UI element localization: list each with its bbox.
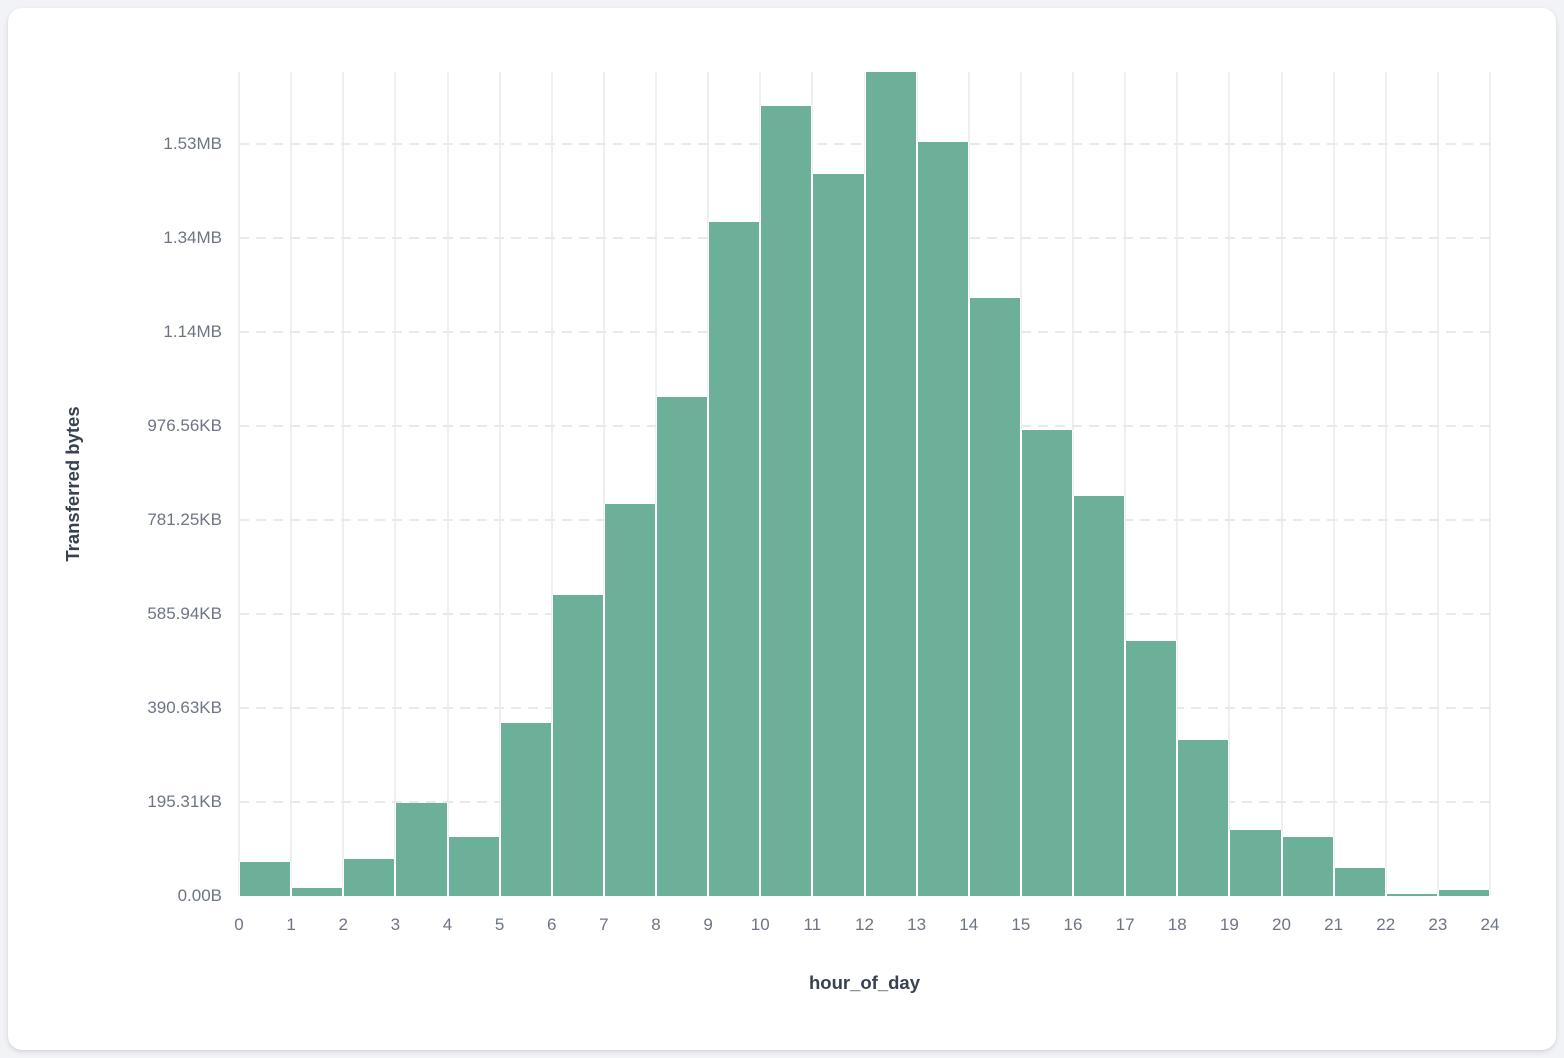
x-tick-label: 23 xyxy=(1428,915,1448,934)
gridline-vertical xyxy=(290,72,293,896)
bar-hour-16[interactable] xyxy=(1073,496,1126,896)
y-tick-label: 1.34MB xyxy=(163,227,222,247)
x-tick-label: 21 xyxy=(1324,915,1344,934)
x-tick-label: 14 xyxy=(959,915,979,934)
y-tick-label: 0.00B xyxy=(177,886,222,905)
bar-hour-5[interactable] xyxy=(499,723,552,896)
bar-hour-2[interactable] xyxy=(343,859,396,896)
x-axis-title: hour_of_day xyxy=(808,972,921,993)
gridline-vertical xyxy=(1280,72,1283,896)
y-tick-label: 976.56KB xyxy=(147,415,222,435)
bar-hour-14[interactable] xyxy=(968,298,1021,896)
gridline-vertical xyxy=(1384,72,1387,896)
bar-hour-18[interactable] xyxy=(1177,740,1230,896)
x-tick-label: 0 xyxy=(234,915,244,934)
x-tick-label: 24 xyxy=(1480,915,1500,934)
x-tick-label: 12 xyxy=(855,915,874,934)
y-tick-label: 781.25KB xyxy=(147,509,222,529)
bar-hour-0[interactable] xyxy=(239,862,292,896)
x-tick-label: 13 xyxy=(907,915,927,934)
y-tick-label: 195.31KB xyxy=(147,792,222,811)
x-tick-label: 2 xyxy=(338,915,348,934)
bar-hour-11[interactable] xyxy=(812,174,865,896)
x-tick-label: 4 xyxy=(442,915,453,934)
x-tick-label: 17 xyxy=(1115,915,1135,934)
gridline-vertical xyxy=(238,72,240,896)
y-tick-label: 1.53MB xyxy=(163,133,222,153)
bar-hour-12[interactable] xyxy=(864,72,917,896)
y-tick-label: 390.63KB xyxy=(147,697,222,717)
bar-hour-19[interactable] xyxy=(1229,830,1282,896)
x-tick-label: 18 xyxy=(1167,915,1187,934)
bar-hour-17[interactable] xyxy=(1125,641,1178,896)
x-tick-label: 1 xyxy=(286,915,296,934)
bar-hour-7[interactable] xyxy=(603,504,656,896)
x-tick-label: 6 xyxy=(547,915,557,934)
gridline-vertical xyxy=(1124,72,1127,896)
x-tick-label: 19 xyxy=(1219,915,1239,934)
bar-hour-3[interactable] xyxy=(395,803,448,896)
x-tick-label: 10 xyxy=(750,915,770,934)
gridline-vertical xyxy=(602,72,605,896)
x-tick-label: 11 xyxy=(803,915,822,934)
gridline-vertical xyxy=(1489,72,1491,896)
x-tick-label: 3 xyxy=(390,915,401,934)
bar-hour-22[interactable] xyxy=(1385,893,1438,896)
gridline-vertical xyxy=(342,72,345,896)
x-tick-label: 5 xyxy=(494,915,505,934)
x-tick-label: 8 xyxy=(651,915,661,934)
y-tick-label: 1.14MB xyxy=(163,321,222,341)
bar-hour-20[interactable] xyxy=(1281,837,1334,896)
x-tick-label: 9 xyxy=(703,915,713,934)
y-tick-label: 585.94KB xyxy=(147,603,222,623)
bar-hour-4[interactable] xyxy=(447,837,500,896)
y-axis-title: Transferred bytes xyxy=(62,406,83,562)
bar-hour-8[interactable] xyxy=(656,397,709,896)
gridline-vertical xyxy=(1176,72,1179,896)
bar-hour-21[interactable] xyxy=(1333,868,1386,896)
chart-card: Transferred bytes 0.00B 195.31KB 390.63KB 5… xyxy=(8,8,1556,1050)
bar-hour-1[interactable] xyxy=(291,888,344,896)
x-tick-label: 7 xyxy=(599,915,609,934)
bar-hour-15[interactable] xyxy=(1020,430,1073,896)
gridline-vertical xyxy=(498,72,501,896)
gridline-vertical xyxy=(550,72,553,896)
gridline-vertical xyxy=(1436,72,1439,896)
gridline-vertical xyxy=(446,72,449,896)
gridline-vertical xyxy=(1072,72,1074,896)
gridline-vertical xyxy=(1332,72,1335,896)
bar-hour-6[interactable] xyxy=(551,595,604,896)
plot-area xyxy=(238,72,1491,896)
gridline-vertical xyxy=(394,72,397,896)
x-tick-label: 15 xyxy=(1011,915,1031,934)
bar-hour-10[interactable] xyxy=(760,106,813,896)
bar-hour-13[interactable] xyxy=(916,142,969,896)
x-tick-label: 22 xyxy=(1376,915,1396,934)
x-tick-label: 20 xyxy=(1272,915,1291,934)
gridline-vertical xyxy=(1228,72,1231,896)
bar-hour-23[interactable] xyxy=(1437,890,1490,896)
x-tick-label: 16 xyxy=(1063,915,1083,934)
bar-hour-9[interactable] xyxy=(708,222,761,896)
